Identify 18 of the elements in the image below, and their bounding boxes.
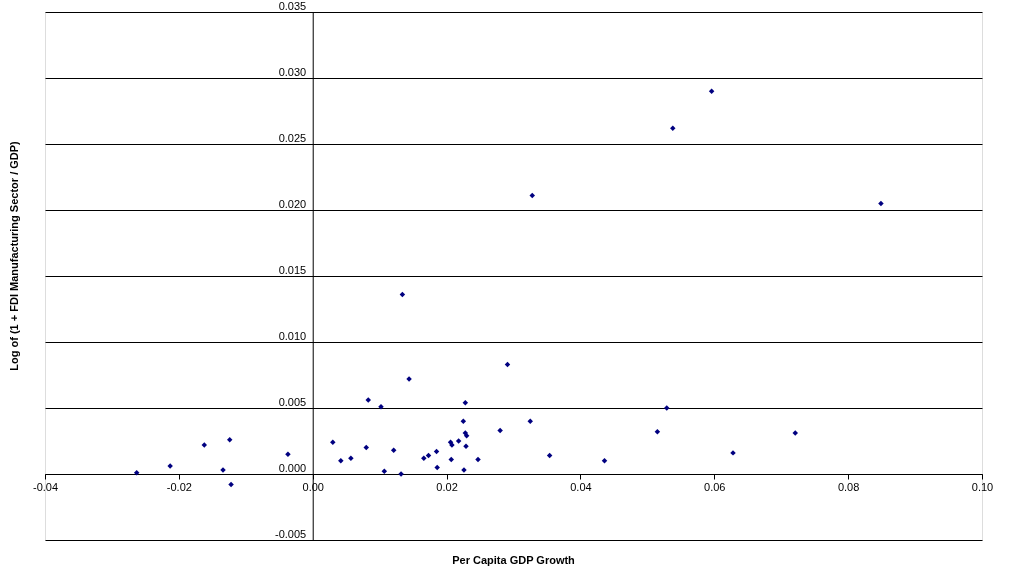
x-tick-label: -0.02 — [166, 480, 192, 493]
y-tick-label: 0.030 — [278, 65, 307, 78]
y-tick-label: 0.000 — [278, 461, 307, 474]
x-tick-label: 0.10 — [971, 480, 994, 493]
x-tick-label: -0.04 — [32, 480, 59, 493]
y-tick-label: 0.005 — [278, 395, 307, 408]
y-tick-label: -0.005 — [275, 527, 307, 540]
y-axis-title: Log of (1 + FDI Manufacturing Sector / GDP) — [8, 140, 20, 371]
x-tick-label: 0.06 — [704, 480, 726, 493]
y-tick-label: 0.010 — [278, 329, 307, 342]
x-tick-label: 0.04 — [570, 480, 592, 493]
y-tick-label: 0.020 — [278, 197, 307, 210]
y-tick-label: 0.025 — [278, 131, 307, 144]
x-axis-title: Per Capita GDP Growth — [452, 554, 576, 566]
y-tick-label: 0.015 — [278, 263, 307, 276]
y-tick-label: 0.035 — [278, 0, 307, 12]
x-tick-label: 0.02 — [436, 480, 458, 493]
x-tick-label: 0.08 — [837, 480, 860, 493]
